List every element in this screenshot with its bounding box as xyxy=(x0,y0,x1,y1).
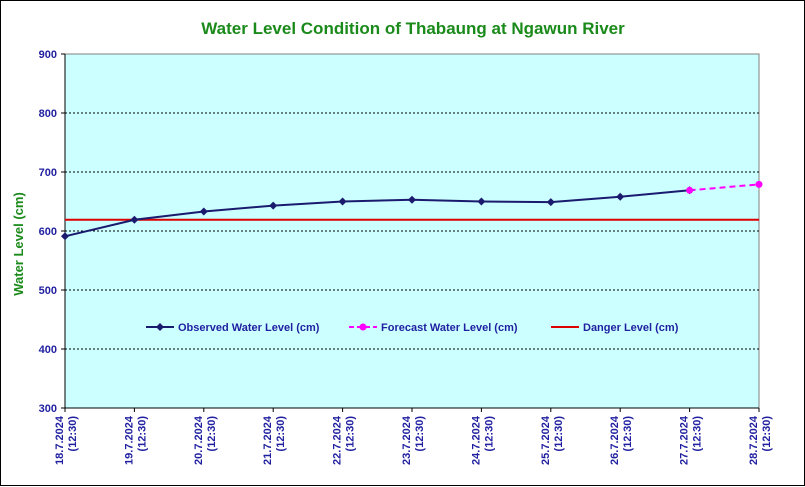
x-tick-label: 22.7.2024 (12:30) xyxy=(332,415,357,465)
x-tick-time: (12:30) xyxy=(275,416,287,452)
x-tick-time: (12:30) xyxy=(692,416,704,452)
y-tick-label: 400 xyxy=(39,344,57,356)
observed-point xyxy=(199,207,208,216)
chart-title: Water Level Condition of Thabaung at Nga… xyxy=(201,19,625,38)
forecast-point xyxy=(686,186,694,194)
x-tick-label: 28.7.2024 (12:30) xyxy=(748,415,773,465)
y-tick-label: 300 xyxy=(39,403,57,415)
y-tick-label: 900 xyxy=(39,49,57,61)
x-tick-label: 24.7.2024 (12:30) xyxy=(470,415,495,465)
x-tick-label: 21.7.2024 (12:30) xyxy=(262,415,287,465)
legend-forecast-label: Forecast Water Level (cm) xyxy=(381,322,518,334)
x-tick-label: 20.7.2024 (12:30) xyxy=(193,415,218,465)
legend-observed-marker xyxy=(156,323,164,331)
x-tick-label: 18.7.2024 (12:30) xyxy=(54,415,79,465)
plot-area xyxy=(64,53,760,409)
legend-danger-label: Danger Level (cm) xyxy=(583,322,679,334)
observed-point xyxy=(477,197,486,206)
x-tick-time: (12:30) xyxy=(67,416,79,452)
y-tick-label: 800 xyxy=(39,108,57,120)
x-tick-date: 26.7.2024 xyxy=(609,415,621,465)
x-tick-time: (12:30) xyxy=(761,416,773,452)
observed-point xyxy=(616,192,625,201)
y-tick-label: 600 xyxy=(39,226,57,238)
x-tick-date: 25.7.2024 xyxy=(540,415,552,465)
observed-point xyxy=(130,215,139,224)
x-tick-time: (12:30) xyxy=(622,416,634,452)
x-tick-time: (12:30) xyxy=(136,416,148,452)
legend: Observed Water Level (cm) Forecast Water … xyxy=(146,322,679,334)
x-tick-date: 22.7.2024 xyxy=(332,415,344,465)
legend-forecast-marker xyxy=(359,323,367,331)
x-tick-date: 24.7.2024 xyxy=(470,415,482,465)
x-tick-time: (12:30) xyxy=(414,416,426,452)
x-tick-date: 18.7.2024 xyxy=(54,415,66,465)
observed-point xyxy=(408,195,416,204)
x-tick-date: 19.7.2024 xyxy=(123,415,135,465)
legend-observed-label: Observed Water Level (cm) xyxy=(178,322,320,334)
x-tick-date: 27.7.2024 xyxy=(679,415,691,465)
series-group xyxy=(61,180,763,241)
x-tick-label: 26.7.2024 (12:30) xyxy=(609,415,634,465)
x-tick-time: (12:30) xyxy=(345,416,357,452)
x-tick-time: (12:30) xyxy=(553,416,565,452)
x-tick-label: 19.7.2024 (12:30) xyxy=(123,415,148,465)
x-tick-date: 21.7.2024 xyxy=(262,415,274,465)
observed-point xyxy=(61,232,69,241)
x-tick-label: 27.7.2024 (12:30) xyxy=(679,415,704,465)
forecast-point xyxy=(755,180,763,188)
x-axis-ticks: 18.7.2024 (12:30) 19.7.2024 (12:30) 20.7.202… xyxy=(54,408,773,465)
observed-point xyxy=(546,198,555,207)
forecast-line xyxy=(689,183,760,192)
x-tick-date: 23.7.2024 xyxy=(401,415,413,465)
x-tick-time: (12:30) xyxy=(206,416,218,452)
x-tick-date: 28.7.2024 xyxy=(748,415,760,465)
x-tick-time: (12:30) xyxy=(483,416,495,452)
x-tick-label: 23.7.2024 (12:30) xyxy=(401,415,426,465)
observed-point xyxy=(338,197,347,206)
y-tick-label: 500 xyxy=(39,285,57,297)
observed-line xyxy=(64,189,690,238)
y-tick-label: 700 xyxy=(39,167,57,179)
x-tick-date: 20.7.2024 xyxy=(193,415,205,465)
y-axis-label: Water Level (cm) xyxy=(11,192,26,296)
observed-point xyxy=(269,201,278,210)
x-tick-label: 25.7.2024 (12:30) xyxy=(540,415,565,465)
